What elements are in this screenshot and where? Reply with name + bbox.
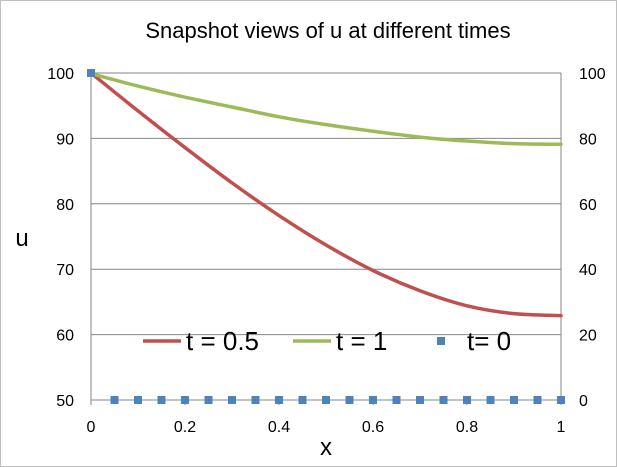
y2-tick-label-100: 100 (579, 66, 606, 83)
data-point-t-0-12 (369, 396, 377, 404)
y-tick-label-90: 90 (56, 131, 74, 148)
legend-item-t-0-5: t = 0.5 (143, 326, 259, 356)
x-tick-label-0: 0 (87, 419, 96, 436)
y2-tick-label-40: 40 (579, 262, 597, 279)
data-point-t-0-0 (87, 69, 95, 77)
data-point-t-0-18 (510, 396, 518, 404)
data-point-t-0-14 (416, 396, 424, 404)
series-t-1 (89, 71, 563, 147)
data-point-t-0-2 (134, 396, 142, 404)
series-area (87, 69, 565, 404)
legend-label-t-1: t = 1 (336, 326, 387, 356)
legend-label-t-0: t= 0 (467, 326, 511, 356)
series-line-t-1 (89, 71, 563, 147)
y-tick-label-100: 100 (47, 66, 74, 83)
x-tick-label-0.4: 0.4 (268, 419, 290, 436)
y-tick-label-80: 80 (56, 197, 74, 214)
data-point-t-0-19 (533, 396, 542, 404)
data-point-t-0-8 (275, 396, 283, 404)
data-point-t-0-9 (298, 396, 307, 404)
x-tick-label-0.8: 0.8 (456, 419, 478, 436)
x-tick-label-0.6: 0.6 (362, 419, 384, 436)
y2-tick-label-80: 80 (579, 131, 597, 148)
data-point-t-0-4 (181, 396, 189, 404)
chart-title: Snapshot views of u at different times (145, 18, 510, 43)
data-point-t-0-13 (392, 396, 401, 404)
series-t-0 (87, 69, 565, 404)
data-point-t-0-3 (157, 396, 166, 404)
y-axis-label: u (15, 225, 28, 252)
x-tick-label-1: 1 (557, 419, 566, 436)
series-line-t-0-5 (89, 71, 563, 318)
legend-item-t-0: t= 0 (437, 326, 511, 356)
y2-tick-label-0: 0 (579, 393, 588, 410)
data-point-t-0-6 (228, 396, 236, 404)
data-point-t-0-16 (463, 396, 471, 404)
data-point-t-0-20 (557, 396, 565, 404)
series-t-0-5 (89, 71, 563, 318)
gridlines (91, 72, 561, 401)
axes: 50 60 70 80 90 100 0 20 40 60 80 100 0 0.2 0.4 0.6 0.8 1 (47, 66, 606, 436)
legend-item-t-1: t = 1 (293, 326, 387, 356)
data-point-t-0-11 (345, 396, 354, 404)
data-point-t-0-17 (486, 396, 495, 404)
y-tick-label-70: 70 (56, 262, 74, 279)
y2-tick-label-20: 20 (579, 328, 597, 345)
x-tick-label-0.2: 0.2 (174, 419, 196, 436)
x-axis-label: x (320, 434, 332, 461)
legend-swatch-t-0 (437, 337, 445, 345)
data-point-t-0-1 (110, 396, 119, 404)
legend: t = 0.5 t = 1 t= 0 (143, 326, 511, 356)
data-point-t-0-7 (251, 396, 260, 404)
y-tick-label-60: 60 (56, 328, 74, 345)
y-tick-label-50: 50 (56, 393, 74, 410)
data-point-t-0-5 (204, 396, 213, 404)
data-point-t-0-15 (439, 396, 448, 404)
data-point-t-0-10 (322, 396, 330, 404)
legend-label-t-0-5: t = 0.5 (186, 326, 259, 356)
y2-tick-label-60: 60 (579, 197, 597, 214)
